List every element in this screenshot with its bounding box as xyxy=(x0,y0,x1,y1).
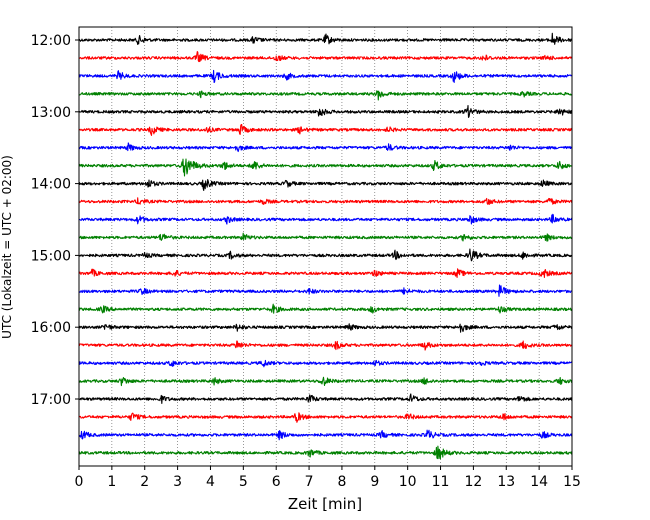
y-tick-label: 12:00 xyxy=(31,33,71,49)
x-tick-label: 3 xyxy=(173,474,182,490)
y-tick-label: 16:00 xyxy=(31,320,71,336)
trace-1515 xyxy=(78,268,573,279)
trace-1715 xyxy=(78,412,573,423)
trace-1215 xyxy=(78,51,573,63)
x-tick-label: 15 xyxy=(563,474,581,490)
trace-1615 xyxy=(78,340,573,351)
trace-1430 xyxy=(78,213,573,225)
trace-1645 xyxy=(78,376,573,387)
grid xyxy=(111,27,540,466)
trace-1230 xyxy=(78,69,573,84)
x-tick-label: 10 xyxy=(399,474,417,490)
trace-1630 xyxy=(78,359,573,368)
trace-1300 xyxy=(78,104,573,118)
x-tick-label: 0 xyxy=(75,474,84,490)
x-axis-label: Zeit [min] xyxy=(288,495,362,513)
trace-1445 xyxy=(78,232,573,242)
plot-frame xyxy=(78,26,573,467)
trace-1415 xyxy=(78,197,573,206)
x-tick-label: 8 xyxy=(337,474,346,490)
x-tick-label: 2 xyxy=(140,474,149,490)
y-tick-label: 13:00 xyxy=(31,105,71,121)
trace-1745 xyxy=(78,445,573,460)
x-tick-label: 14 xyxy=(530,474,548,490)
y-axis: 12:00 13:00 14:00 15:00 16:00 17:00 xyxy=(31,33,79,408)
x-tick-label: 9 xyxy=(370,474,379,490)
trace-1330 xyxy=(78,142,573,153)
x-tick-label: 4 xyxy=(206,474,215,490)
x-tick-label: 11 xyxy=(432,474,450,490)
trace-1200 xyxy=(78,32,573,45)
x-tick-label: 6 xyxy=(272,474,281,490)
trace-1545 xyxy=(78,303,573,314)
x-axis: 0 1 2 3 4 5 6 7 8 9 10 11 12 13 14 15 xyxy=(75,466,581,490)
y-tick-label: 15:00 xyxy=(31,248,71,264)
x-tick-label: 7 xyxy=(305,474,314,490)
trace-1730 xyxy=(78,429,573,441)
y-tick-label: 17:00 xyxy=(31,392,71,408)
x-tick-label: 12 xyxy=(464,474,482,490)
trace-1345 xyxy=(78,158,573,177)
y-axis-label: UTC (Lokalzeit = UTC + 02:00) xyxy=(0,155,14,339)
trace-1400 xyxy=(78,178,573,191)
trace-1600 xyxy=(78,323,573,333)
trace-1245 xyxy=(78,90,573,101)
trace-1700 xyxy=(78,393,573,404)
traces xyxy=(78,32,573,460)
x-tick-label: 1 xyxy=(107,474,116,490)
y-tick-label: 14:00 xyxy=(31,177,71,193)
trace-1530 xyxy=(78,284,573,297)
trace-1315 xyxy=(78,124,573,136)
x-tick-label: 13 xyxy=(497,474,515,490)
x-tick-label: 5 xyxy=(239,474,248,490)
trace-1500 xyxy=(78,248,573,262)
